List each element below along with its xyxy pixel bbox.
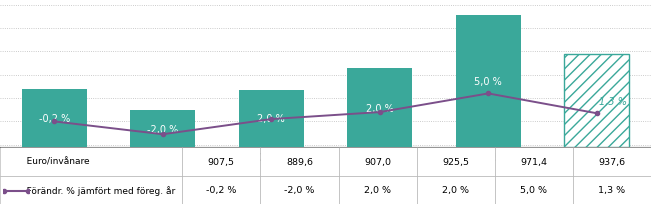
Bar xyxy=(456,16,521,147)
Text: 1,3 %: 1,3 % xyxy=(599,96,627,106)
Bar xyxy=(239,91,304,147)
Bar xyxy=(21,90,87,147)
Text: 2,0 %: 2,0 % xyxy=(257,114,285,124)
Text: 5,0 %: 5,0 % xyxy=(475,76,502,86)
Bar xyxy=(347,69,412,147)
Text: 2,0 %: 2,0 % xyxy=(366,103,394,113)
Text: -0,2 %: -0,2 % xyxy=(38,114,70,124)
Text: -2,0 %: -2,0 % xyxy=(147,124,178,134)
Bar xyxy=(130,111,195,147)
Bar xyxy=(564,55,630,147)
